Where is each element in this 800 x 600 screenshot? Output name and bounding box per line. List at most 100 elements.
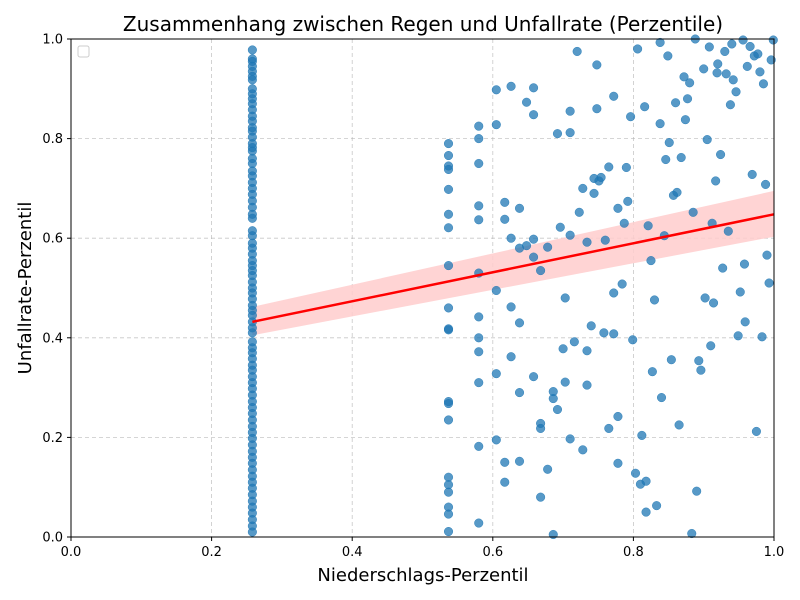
data-point (674, 420, 684, 430)
data-point (641, 507, 651, 517)
data-point (574, 207, 584, 217)
data-point (731, 87, 741, 97)
data-point (628, 335, 638, 345)
data-point (443, 487, 454, 497)
data-point (474, 347, 484, 357)
data-point (661, 154, 671, 165)
y-tick-label: 0.2 (42, 431, 63, 446)
data-point (713, 59, 723, 69)
data-point (536, 266, 546, 276)
data-point (548, 394, 558, 404)
data-point (529, 110, 539, 120)
data-point (529, 252, 539, 262)
data-point (682, 94, 693, 104)
y-tick-label: 0.8 (42, 132, 63, 147)
data-point (536, 492, 546, 502)
confidence-band (252, 190, 774, 336)
data-point (613, 203, 623, 213)
data-point (474, 215, 484, 225)
data-point (443, 139, 454, 149)
data-point (586, 321, 596, 331)
data-point (702, 135, 712, 145)
y-tick-label: 1.0 (42, 33, 63, 48)
data-point (474, 312, 484, 322)
data-point (500, 197, 510, 207)
data-point (706, 341, 716, 351)
data-point (664, 138, 674, 148)
data-point (529, 83, 539, 93)
data-point (676, 152, 686, 163)
data-point (247, 75, 257, 85)
data-point (694, 356, 704, 366)
data-point (514, 456, 525, 466)
data-point (529, 372, 539, 382)
data-point (720, 46, 730, 57)
data-point (474, 134, 484, 144)
data-point (740, 317, 750, 327)
data-point (599, 328, 609, 338)
data-point (641, 476, 651, 486)
data-point (548, 529, 558, 540)
data-point (543, 242, 553, 252)
data-point (443, 261, 454, 271)
data-point (604, 162, 614, 172)
data-point (656, 393, 667, 403)
data-point (529, 234, 539, 244)
data-point (514, 203, 525, 213)
data-point (728, 75, 738, 85)
data-point (764, 278, 774, 288)
data-point (679, 72, 689, 82)
data-point (723, 226, 733, 236)
regression-line (252, 213, 775, 324)
x-tick-label: 0.0 (61, 545, 82, 560)
data-point (578, 183, 588, 193)
x-tick-label: 1.0 (764, 545, 785, 560)
data-point (666, 355, 676, 365)
data-point (633, 44, 643, 54)
data-point (500, 477, 510, 487)
data-point (699, 64, 709, 74)
data-point (716, 149, 726, 160)
data-point (247, 328, 257, 338)
data-point (443, 184, 454, 194)
data-point (687, 528, 697, 539)
data-point (742, 61, 752, 71)
data-point (708, 298, 719, 308)
data-point (514, 388, 525, 398)
y-tick-label: 0.4 (42, 331, 63, 346)
data-point (565, 230, 575, 240)
data-point (663, 51, 673, 61)
data-point (491, 120, 501, 130)
data-point (443, 164, 454, 175)
data-point (647, 367, 657, 377)
data-point (739, 259, 750, 269)
data-point (649, 295, 660, 305)
data-point (555, 222, 565, 232)
plot-frame (70, 38, 775, 538)
data-point (443, 209, 454, 219)
data-point (640, 102, 650, 112)
data-point (543, 464, 553, 474)
data-point (617, 279, 627, 289)
data-point (506, 81, 516, 91)
data-point (646, 256, 656, 266)
data-point (443, 223, 454, 233)
data-point (552, 129, 563, 139)
data-point (443, 509, 454, 519)
data-point (592, 60, 602, 70)
data-point (247, 45, 257, 55)
data-point (696, 365, 706, 375)
data-point (735, 287, 745, 297)
data-point (500, 457, 510, 467)
data-point (491, 435, 501, 445)
data-point (582, 237, 592, 247)
data-point (711, 176, 721, 186)
data-point (506, 302, 516, 312)
data-point (565, 434, 575, 444)
data-point (506, 233, 516, 243)
data-point (565, 106, 575, 116)
x-tick-label: 0.4 (342, 545, 363, 560)
data-point (704, 42, 714, 52)
confidence-band-layer (252, 190, 774, 336)
